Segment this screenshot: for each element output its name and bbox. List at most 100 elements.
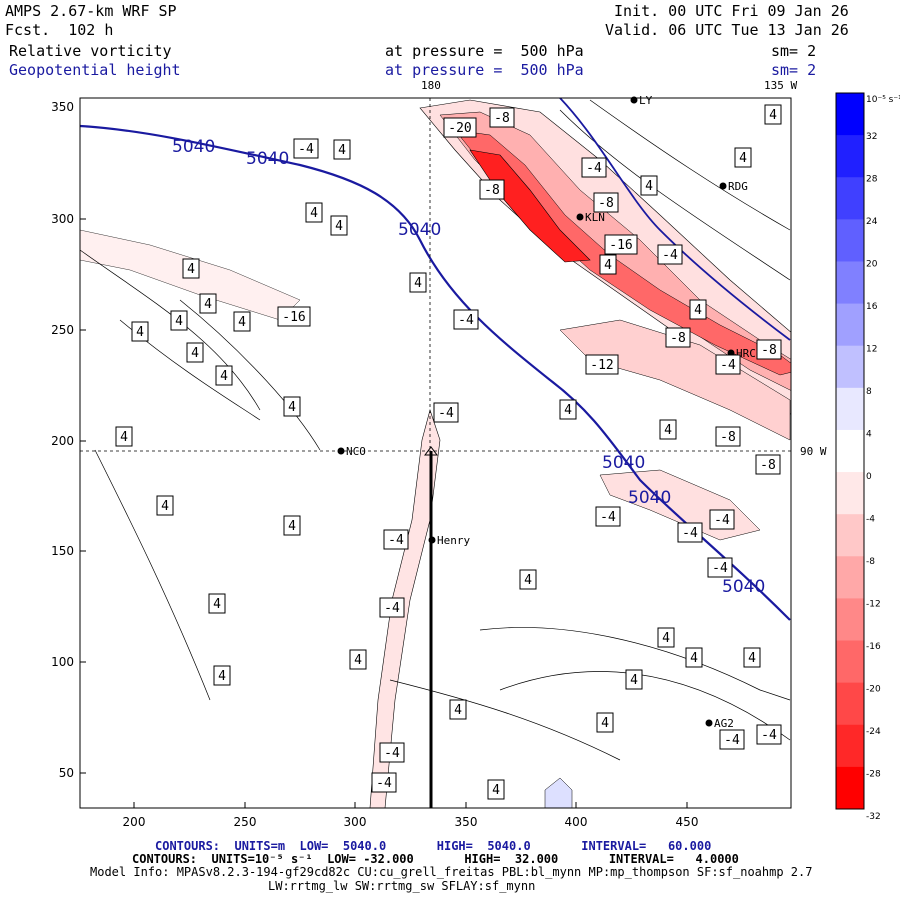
label-box: [479, 179, 505, 200]
vorticity-contour-label: -4: [293, 138, 319, 159]
y-tick-label: 250: [51, 323, 74, 337]
colorbar-label: 16: [866, 302, 878, 312]
lon-label-90w: 90 W: [800, 445, 827, 458]
label-text: -4: [384, 746, 400, 761]
colorbar-segment: [836, 429, 864, 473]
field2-level: at pressure = 500 hPa: [385, 61, 584, 79]
colorbar-label: -8: [866, 557, 875, 567]
vorticity-contour-label: 4: [333, 139, 351, 160]
vorticity-contour-label: 4: [519, 569, 537, 590]
label-box: [182, 258, 200, 279]
station-name: KLN: [585, 211, 605, 224]
map-frame: [79, 97, 792, 809]
label-box: [199, 293, 217, 314]
label-box: [640, 175, 658, 196]
station-marker: [576, 213, 584, 221]
colorbar-label: 24: [866, 217, 878, 227]
label-text: -4: [600, 510, 616, 525]
label-box: [519, 569, 537, 590]
lon-label-135w: 135 W: [764, 79, 798, 92]
height-contour-label: 5040: [602, 453, 645, 473]
label-box: [715, 426, 741, 447]
height-contour-5040-b: [559, 98, 791, 341]
colorbar-label: -32: [866, 812, 881, 822]
vorticity-contour-label: 4: [283, 396, 301, 417]
height-contour-label: 5040: [628, 488, 671, 508]
label-text: 4: [288, 519, 296, 534]
vorticity-contour-label: -8: [756, 339, 782, 360]
colorbar-label: -12: [866, 600, 881, 610]
colorbar-label: -20: [866, 685, 881, 695]
station-name: RDG: [728, 180, 748, 193]
label-text: 4: [238, 315, 246, 330]
label-box: [756, 339, 782, 360]
valid-time: Valid. 06 UTC Tue 13 Jan 26: [605, 21, 849, 39]
label-box: [487, 779, 505, 800]
vorticity-contour-label: -8: [489, 107, 515, 128]
label-text: 4: [220, 369, 228, 384]
label-box: [743, 647, 761, 668]
label-text: 4: [218, 669, 226, 684]
colorbar-label: -28: [866, 770, 881, 780]
label-text: -8: [760, 458, 776, 473]
height-contour-label: 5040: [172, 137, 215, 157]
label-text: -4: [586, 161, 602, 176]
vorticity-contour-label: 4: [208, 593, 226, 614]
label-box: [330, 215, 348, 236]
field1-level: at pressure = 500 hPa: [385, 42, 584, 60]
label-box: [453, 309, 479, 330]
station-name: AG2: [714, 717, 734, 730]
vorticity-contour-label: 4: [685, 647, 703, 668]
label-text: 4: [310, 206, 318, 221]
colorbar-label: -16: [866, 642, 881, 652]
label-text: -4: [384, 601, 400, 616]
label-text: -4: [761, 728, 777, 743]
colorbar-label: 0: [866, 472, 872, 482]
colorbar-label: 4: [866, 430, 872, 440]
label-text: 4: [604, 258, 612, 273]
vorticity-contour-label: 4: [115, 426, 133, 447]
vorticity-contour-label: 4: [657, 627, 675, 648]
label-text: 4: [492, 783, 500, 798]
vorticity-contour-label: -8: [755, 454, 781, 475]
label-text: -4: [458, 313, 474, 328]
vorticity-contour-label: 4: [131, 321, 149, 342]
vorticity-contour-label: -4: [756, 724, 782, 745]
label-box: [449, 699, 467, 720]
vorticity-contour-label: 4: [596, 712, 614, 733]
init-time: Init. 00 UTC Fri 09 Jan 26: [614, 2, 849, 20]
label-box: [215, 365, 233, 386]
label-box: [283, 396, 301, 417]
footer-model-info: Model Info: MPASv8.2.3-194-gf29cd82c CU:…: [90, 865, 813, 879]
label-text: -16: [282, 310, 305, 325]
label-text: -8: [494, 111, 510, 126]
vorticity-contour-label: 4: [559, 399, 577, 420]
vorticity-contour-label: -20: [443, 117, 477, 138]
vorticity-contour-label: -4: [595, 506, 621, 527]
label-box: [283, 515, 301, 536]
label-text: 4: [338, 143, 346, 158]
vorticity-contour-label: 4: [170, 310, 188, 331]
label-box: [233, 311, 251, 332]
vorticity-contour-label: 4: [764, 104, 782, 125]
y-tick-label-top: 350: [51, 100, 74, 114]
y-axis: 300 250 200 150 100 50 350: [51, 100, 86, 780]
vorticity-contour-label: 4: [213, 665, 231, 686]
vorticity-contour-label: 4: [659, 419, 677, 440]
forecast-hour: Fcst. 102 h: [5, 21, 114, 39]
colorbar: 10⁻⁵ s⁻¹ 32 28 24 20 16 12 8 4 0 -4 -8 -12 -16 -20 -24 -…: [835, 92, 900, 822]
label-text: 4: [748, 651, 756, 666]
label-box: [170, 310, 188, 331]
label-text: 4: [564, 403, 572, 418]
vorticity-contour-label: 4: [625, 669, 643, 690]
label-text: -4: [724, 733, 740, 748]
label-box: [715, 354, 741, 375]
vorticity-contour-label: -8: [593, 192, 619, 213]
vorticity-contour-label: -8: [665, 327, 691, 348]
vorticity-contour-label: 4: [689, 299, 707, 320]
vorticity-contour-label: -4: [433, 402, 459, 423]
label-text: -8: [598, 196, 614, 211]
colorbar-segment: [836, 345, 864, 389]
colorbar-segment: [836, 303, 864, 347]
station-marker: [705, 719, 713, 727]
